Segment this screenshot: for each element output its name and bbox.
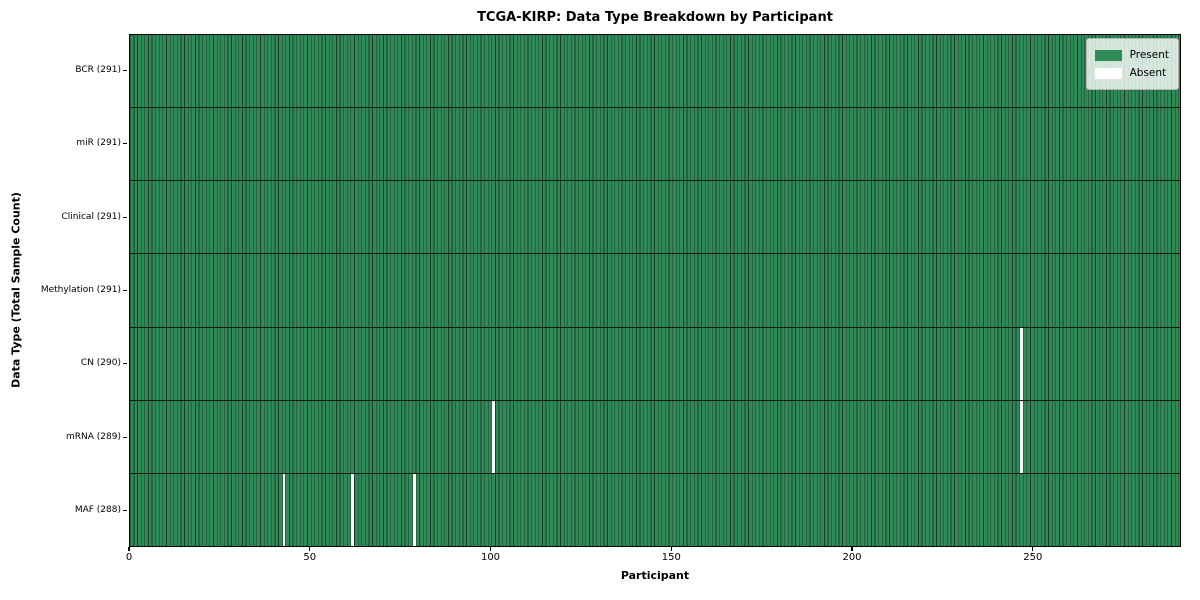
data-type-row-CN — [130, 327, 1180, 401]
x-tick-mark — [670, 547, 672, 551]
data-type-row-mRNA — [130, 400, 1180, 474]
legend-label-absent: Absent — [1129, 66, 1167, 79]
y-tick-label-mRNA: mRNA (289) — [66, 431, 121, 442]
y-tick-mark — [123, 216, 127, 218]
y-tick-label-MAF: MAF (288) — [74, 504, 121, 515]
absent-gap-MAF-42 — [282, 473, 286, 546]
y-tick-label-Clinical: Clinical (291) — [61, 211, 121, 222]
x-tick-mark — [309, 547, 311, 551]
presence-matrix — [130, 35, 1180, 546]
y-tick-mark — [123, 289, 127, 292]
y-tick-label-BCR: BCR (291) — [75, 65, 121, 76]
data-type-row-Clinical — [130, 181, 1180, 255]
absent-gap-MAF-61 — [351, 473, 355, 546]
legend: Present Absent — [1085, 38, 1179, 90]
x-tick-mark — [851, 547, 853, 551]
absent-gap-mRNA-100 — [492, 400, 496, 473]
legend-entry-absent: Absent — [1094, 65, 1169, 81]
legend-swatch-present — [1094, 49, 1122, 61]
y-tick-mark — [123, 436, 127, 438]
legend-label-present: Present — [1129, 48, 1169, 61]
absent-gap-mRNA-246 — [1020, 400, 1023, 473]
data-type-row-BCR — [130, 35, 1180, 109]
x-tick-label-100: 100 — [480, 552, 501, 563]
data-type-row-miR — [130, 108, 1180, 182]
data-type-row-MAF — [130, 473, 1180, 546]
x-tick-mark — [489, 547, 492, 551]
x-tick-label-150: 150 — [661, 552, 681, 563]
x-tick-label-0: 0 — [125, 552, 133, 563]
y-tick-mark — [123, 509, 127, 511]
y-tick-mark — [123, 363, 127, 365]
absent-gap-MAF-78 — [412, 473, 416, 546]
chart-title: TCGA-KIRP: Data Type Breakdown by Partic… — [477, 10, 833, 25]
y-tick-label-miR: miR (291) — [76, 138, 121, 149]
plot-area: Present Absent — [129, 34, 1181, 547]
x-tick-mark — [1032, 547, 1034, 551]
legend-entry-present: Present — [1094, 47, 1169, 63]
y-tick-label-Methylation: Methylation (291) — [40, 285, 121, 295]
y-tick-label-CN: CN (290) — [80, 358, 121, 369]
x-axis-label: Participant — [620, 569, 690, 582]
y-tick-mark — [123, 70, 127, 72]
x-tick-label-50: 50 — [303, 552, 317, 563]
absent-gap-CN-246 — [1020, 327, 1023, 400]
y-tick-mark — [123, 143, 127, 145]
legend-swatch-absent — [1094, 67, 1122, 79]
data-type-row-Methylation — [130, 254, 1180, 328]
x-tick-mark — [128, 547, 130, 551]
x-tick-label-250: 250 — [1023, 552, 1043, 563]
x-tick-label-200: 200 — [842, 552, 862, 563]
